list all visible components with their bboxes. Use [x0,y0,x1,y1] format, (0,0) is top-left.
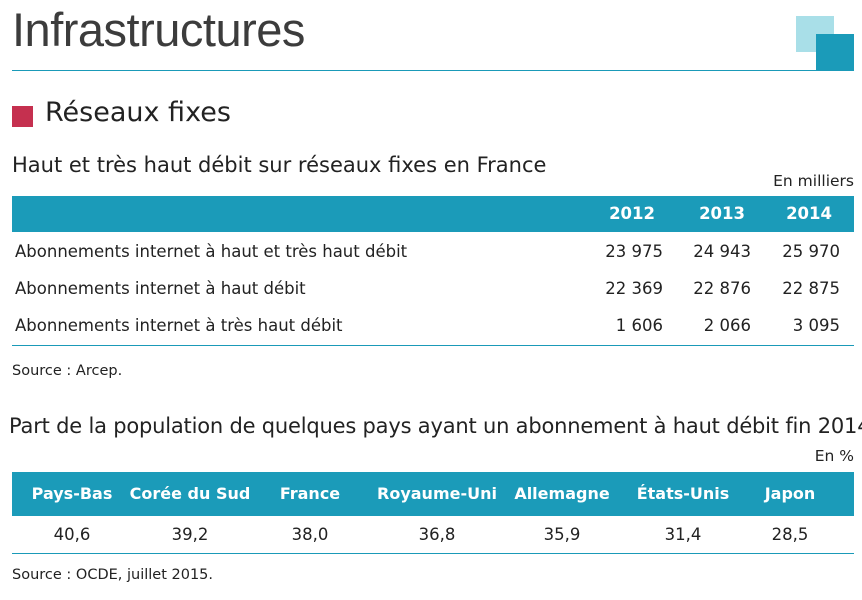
cell-2012: 22 369 [605,279,663,298]
table1-header: 2012 2013 2014 [12,196,854,232]
cell-2013: 2 066 [703,316,751,335]
cell-2014: 3 095 [792,316,840,335]
title-divider [12,70,854,71]
table1-source: Source : Arcep. [12,363,123,379]
cell-2013: 24 943 [693,242,751,261]
section-title: Réseaux fixes [45,97,231,128]
table2-title: Part de la population de quelques pays a… [9,414,862,438]
column-header-2014: 2014 [786,204,832,223]
table2-bottom-rule [12,553,854,554]
cell-royaume-uni: 36,8 [418,525,456,544]
cell-2012: 1 606 [615,316,663,335]
row-label: Abonnements internet à haut et très haut… [15,242,408,261]
column-header-2013: 2013 [699,204,745,223]
column-header-pays-bas: Pays-Bas [31,484,113,503]
column-header-allemagne: Allemagne [514,484,610,503]
cell-2014: 25 970 [782,242,840,261]
column-header-royaume-uni: Royaume-Uni [377,484,497,503]
column-header-japon: Japon [764,484,816,503]
table-row: Abonnements internet à haut débit 22 369… [12,271,854,307]
cell-2012: 23 975 [605,242,663,261]
table1-bottom-rule [12,345,854,346]
cell-2014: 22 875 [782,279,840,298]
table2-unit: En % [814,447,854,465]
page-title: Infrastructures [12,3,305,56]
table-row: Abonnements internet à haut et très haut… [12,234,854,270]
cell-2013: 22 876 [693,279,751,298]
column-header-etats-unis: États-Unis [636,484,730,503]
cell-pays-bas: 40,6 [53,525,91,544]
cell-etats-unis: 31,4 [664,525,702,544]
section-marker [12,106,33,127]
column-header-2012: 2012 [609,204,655,223]
cell-allemagne: 35,9 [543,525,581,544]
row-label: Abonnements internet à très haut débit [15,316,343,335]
table2-source: Source : OCDE, juillet 2015. [12,567,214,583]
table2-header: Pays-Bas Corée du Sud France Royaume-Uni… [12,472,854,516]
decorative-square-dark [816,34,854,71]
cell-france: 38,0 [291,525,329,544]
table1-title: Haut et très haut débit sur réseaux fixe… [12,153,547,177]
table-row: Abonnements internet à très haut débit 1… [12,308,854,344]
table1-unit: En milliers [773,172,854,190]
column-header-france: France [279,484,341,503]
column-header-coree-du-sud: Corée du Sud [129,484,251,503]
table-row: 40,6 39,2 38,0 36,8 35,9 31,4 28,5 [12,516,854,554]
cell-coree-du-sud: 39,2 [171,525,209,544]
cell-japon: 28,5 [771,525,809,544]
row-label: Abonnements internet à haut débit [15,279,306,298]
